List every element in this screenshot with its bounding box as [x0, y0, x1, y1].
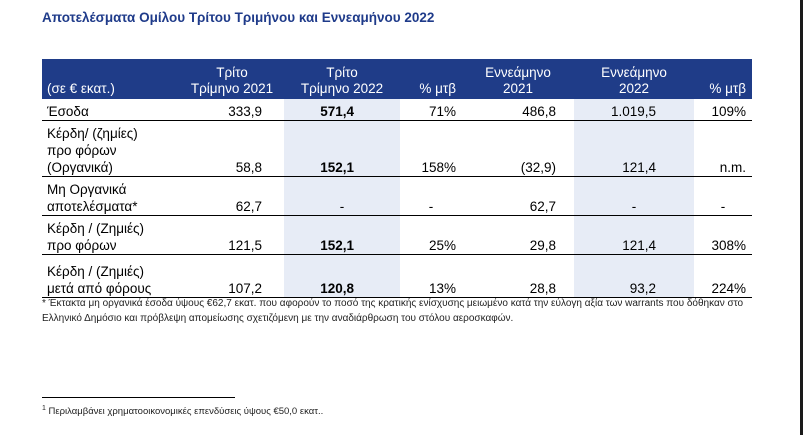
cell-9m-2021: 486,8 — [462, 97, 574, 120]
cell-yoy-q3: 13% — [400, 253, 462, 298]
header-yoy-9m: % μτβ — [694, 59, 752, 98]
header-9m-2022: Εννεάμηνο 2022 — [574, 59, 694, 98]
cell-yoy-9m: n.m. — [694, 119, 752, 176]
results-table: (σε € εκατ.) Τρίτο Τρίμηνο 2021 Τρίτο Τρίμ… — [42, 59, 752, 298]
row-label: Μη Οργανικά αποτελέσματα* — [42, 175, 180, 215]
table-row: Κέρδη / (Ζημιές) προ φόρων 121,5 152,1 25… — [42, 214, 752, 254]
row-label: Κέρδη/ (ζημίες) προ φόρων (Οργανικά) — [42, 119, 180, 176]
table-note: * Έκτακτα μη οργανικά έσοδα ύψους €62,7 … — [42, 298, 744, 324]
cell-9m-2022: 1.019,5 — [574, 97, 694, 120]
table-row: Κέρδη / (Ζημιές) μετά από φόρους 107,2 12… — [42, 253, 752, 298]
footnote-marker: 1 — [42, 405, 46, 412]
cell-q3-2022: 152,1 — [284, 214, 400, 254]
cell-9m-2021: 62,7 — [462, 175, 574, 215]
cell-q3-2022: - — [284, 175, 400, 215]
cell-yoy-q3: 25% — [400, 214, 462, 254]
header-units: (σε € εκατ.) — [42, 59, 180, 98]
cell-q3-2021: 121,5 — [180, 214, 284, 254]
cell-q3-2021: 107,2 — [180, 253, 284, 298]
cell-q3-2021: 333,9 — [180, 97, 284, 120]
cell-q3-2022: 152,1 — [284, 119, 400, 176]
header-q3-2022: Τρίτο Τρίμηνο 2022 — [284, 59, 400, 98]
table-header-row: (σε € εκατ.) Τρίτο Τρίμηνο 2021 Τρίτο Τρίμ… — [42, 59, 752, 98]
cell-yoy-q3: 158% — [400, 119, 462, 176]
cell-yoy-9m: 224% — [694, 253, 752, 298]
cell-9m-2022: - — [574, 175, 694, 215]
footnote-divider — [42, 397, 235, 398]
footnote-text: Περιλαμβάνει χρηματοοικονομικές επενδύσε… — [48, 406, 324, 418]
page-edge — [800, 0, 803, 435]
row-label: Κέρδη / (Ζημιές) μετά από φόρους — [42, 253, 180, 298]
footnote: 1 Περιλαμβάνει χρηματοοικονομικές επενδύ… — [42, 405, 323, 417]
table-row: Μη Οργανικά αποτελέσματα* 62,7 - - 62,7 -… — [42, 175, 752, 215]
cell-9m-2022: 93,2 — [574, 253, 694, 298]
row-label: Κέρδη / (Ζημιές) προ φόρων — [42, 214, 180, 254]
header-9m-2021: Εννεάμηνο 2021 — [462, 59, 574, 98]
cell-q3-2022: 120,8 — [284, 253, 400, 298]
cell-q3-2021: 58,8 — [180, 119, 284, 176]
cell-yoy-q3: 71% — [400, 97, 462, 120]
cell-9m-2021: (32,9) — [462, 119, 574, 176]
table-row: Κέρδη/ (ζημίες) προ φόρων (Οργανικά) 58,8 … — [42, 119, 752, 176]
header-q3-2021: Τρίτο Τρίμηνο 2021 — [180, 59, 284, 98]
page-title: Αποτελέσματα Ομίλου Τρίτου Τριμήνου και … — [42, 10, 435, 25]
cell-q3-2021: 62,7 — [180, 175, 284, 215]
cell-9m-2021: 28,8 — [462, 253, 574, 298]
cell-q3-2022: 571,4 — [284, 97, 400, 120]
cell-9m-2021: 29,8 — [462, 214, 574, 254]
cell-yoy-9m: 308% — [694, 214, 752, 254]
cell-yoy-9m: 109% — [694, 97, 752, 120]
cell-yoy-9m: - — [694, 175, 752, 215]
cell-yoy-q3: - — [400, 175, 462, 215]
header-yoy-q3: % μτβ — [400, 59, 462, 98]
table-row: Έσοδα 333,9 571,4 71% 486,8 1.019,5 109% — [42, 97, 752, 120]
cell-9m-2022: 121,4 — [574, 119, 694, 176]
row-label: Έσοδα — [42, 97, 180, 120]
cell-9m-2022: 121,4 — [574, 214, 694, 254]
